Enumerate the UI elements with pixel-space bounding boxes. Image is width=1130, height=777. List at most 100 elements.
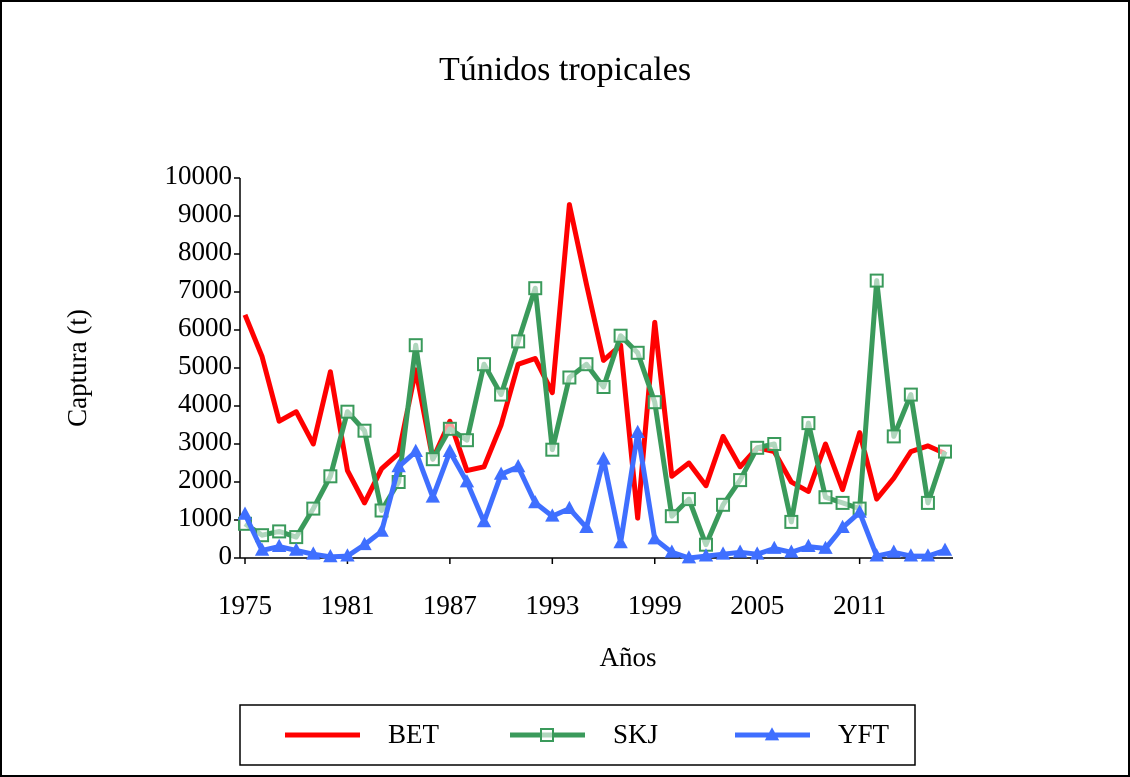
marker: [408, 338, 423, 353]
marker: [767, 437, 782, 451]
marker: [835, 519, 850, 533]
marker: [442, 443, 458, 457]
marker: [545, 442, 560, 457]
marker: [920, 495, 935, 510]
marker: [869, 548, 884, 562]
marker: [323, 549, 338, 563]
marker: [869, 273, 884, 288]
marker: [528, 281, 543, 296]
marker: [271, 538, 287, 552]
marker: [715, 546, 731, 560]
marker: [459, 433, 474, 448]
marker: [579, 357, 594, 372]
marker: [733, 473, 748, 488]
marker: [937, 542, 953, 556]
legend-marker: [540, 728, 554, 742]
marker: [340, 404, 355, 419]
marker: [237, 506, 253, 520]
marker: [886, 429, 901, 444]
legend-label: BET: [388, 719, 440, 749]
x-tick-label: 1987: [423, 590, 477, 620]
legend-marker: [764, 727, 780, 741]
marker: [698, 548, 714, 562]
marker: [630, 424, 645, 438]
marker: [886, 544, 901, 558]
y-tick-label: 10000: [165, 160, 233, 190]
marker: [681, 550, 697, 564]
marker: [903, 387, 918, 402]
marker: [801, 538, 816, 552]
y-tick-label: 4000: [178, 388, 232, 418]
marker: [938, 444, 952, 459]
legend-label: YFT: [838, 719, 890, 749]
marker: [374, 523, 389, 537]
y-axis-label: Captura (t): [62, 309, 92, 427]
marker: [357, 536, 372, 551]
marker: [306, 501, 321, 516]
marker: [391, 459, 406, 473]
marker: [920, 548, 936, 562]
marker: [306, 546, 321, 560]
marker: [903, 548, 919, 562]
x-tick-label: 1993: [525, 590, 579, 620]
marker: [510, 459, 526, 473]
marker: [818, 540, 833, 554]
marker: [818, 490, 833, 505]
marker: [613, 328, 628, 343]
series-line: [242, 202, 947, 521]
marker: [425, 489, 441, 503]
marker: [528, 495, 543, 509]
marker: [289, 542, 304, 556]
marker: [732, 544, 748, 558]
marker: [749, 546, 765, 560]
marker: [784, 514, 799, 529]
marker: [493, 466, 509, 480]
marker: [784, 544, 799, 558]
marker: [801, 416, 816, 431]
marker: [596, 451, 611, 465]
marker: [681, 492, 696, 507]
x-tick-label: 1975: [218, 590, 272, 620]
marker: [630, 345, 645, 360]
marker: [852, 504, 867, 518]
marker: [664, 509, 679, 524]
x-tick-label: 1999: [628, 590, 682, 620]
y-tick-label: 9000: [178, 198, 232, 228]
marker: [477, 357, 492, 372]
marker: [340, 548, 355, 562]
marker: [357, 423, 372, 438]
marker: [767, 540, 782, 554]
y-tick-label: 0: [219, 540, 233, 570]
chart-title: Túnidos tropicales: [439, 51, 691, 88]
legend-label: SKJ: [613, 719, 658, 749]
y-tick-label: 6000: [178, 312, 232, 342]
marker: [613, 535, 628, 549]
marker: [750, 440, 765, 455]
marker: [545, 508, 560, 522]
y-tick-label: 2000: [178, 464, 232, 494]
marker: [835, 495, 850, 510]
marker: [511, 334, 526, 349]
marker: [579, 519, 594, 533]
marker: [425, 452, 440, 467]
marker: [289, 530, 304, 545]
y-tick-label: 5000: [178, 350, 232, 380]
y-tick-label: 7000: [178, 274, 232, 304]
marker: [716, 497, 731, 512]
marker: [442, 421, 457, 436]
marker: [664, 544, 680, 558]
marker: [562, 500, 577, 514]
x-tick-label: 1981: [320, 590, 374, 620]
x-tick-label: 2005: [730, 590, 784, 620]
marker: [459, 474, 475, 488]
marker: [476, 514, 492, 528]
x-tick-label: 2011: [833, 590, 886, 620]
marker: [408, 443, 423, 457]
y-tick-label: 3000: [178, 426, 232, 456]
marker: [494, 387, 509, 402]
marker: [647, 531, 662, 545]
marker: [254, 542, 270, 556]
x-axis-label: Años: [599, 642, 656, 672]
y-tick-label: 8000: [178, 236, 232, 266]
